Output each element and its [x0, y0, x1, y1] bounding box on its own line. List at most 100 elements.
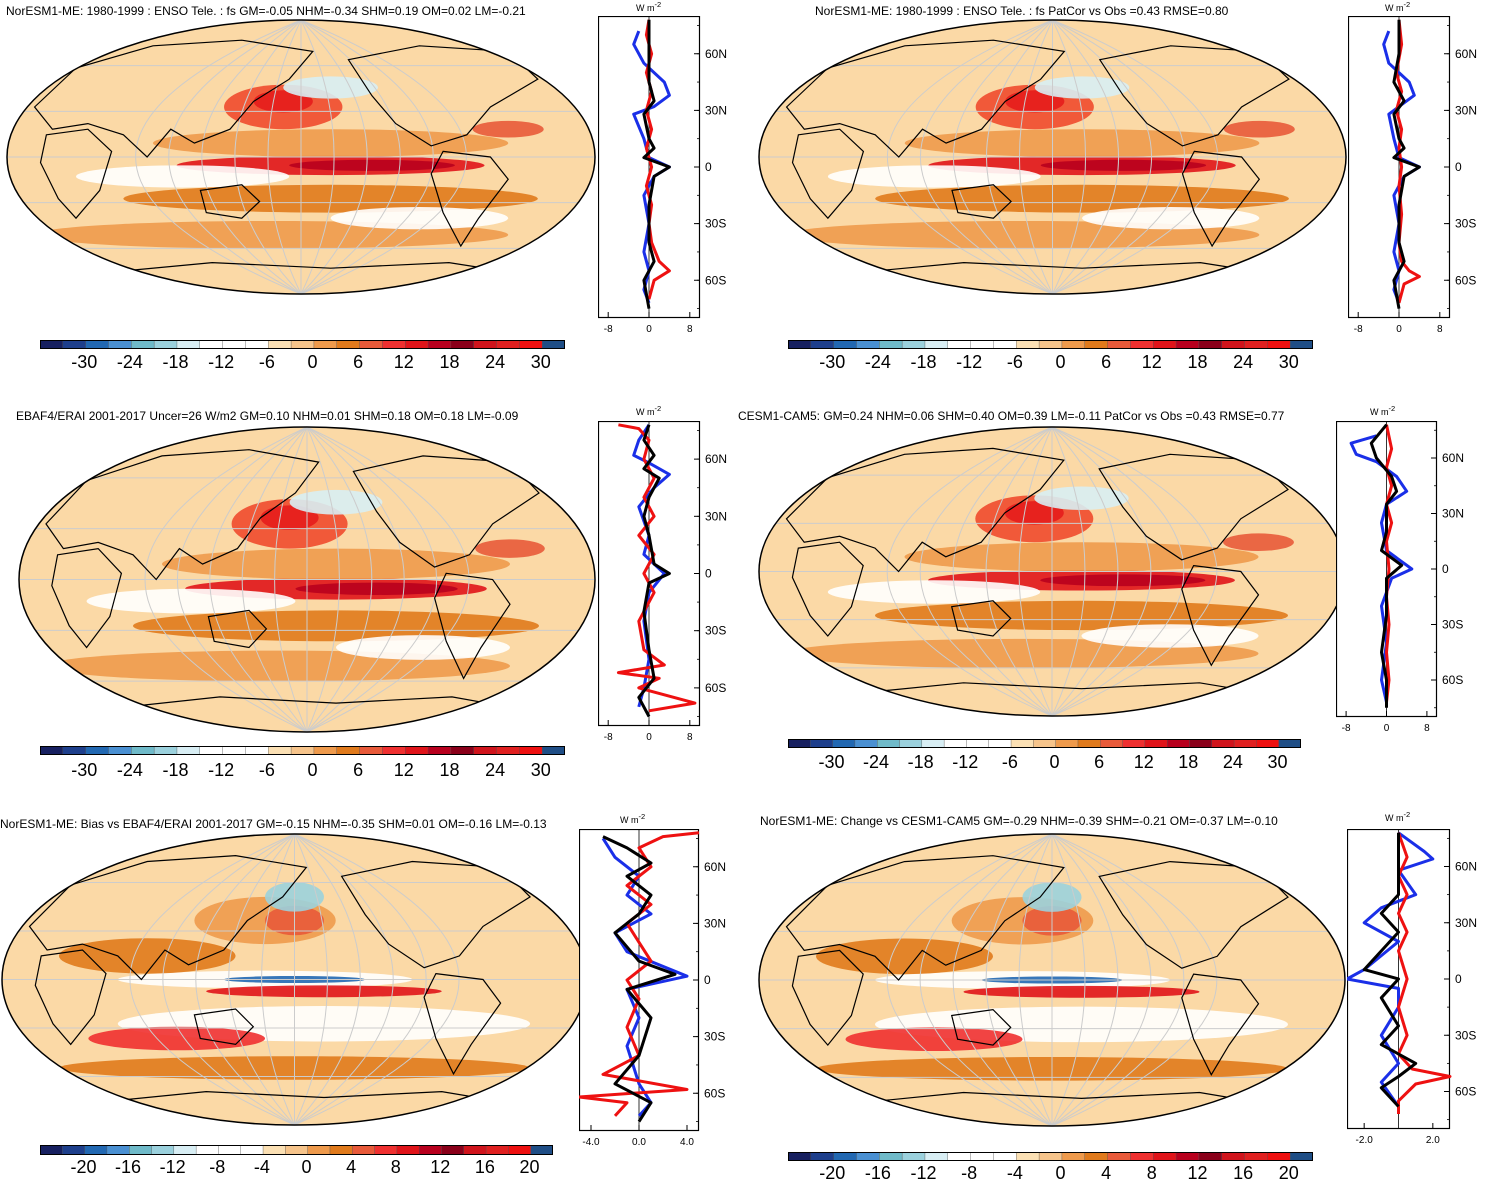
zonal-line-black [1362, 832, 1418, 1108]
colorbar-swatch [313, 340, 338, 349]
colorbar-swatch [1244, 1152, 1269, 1161]
colorbar-tick-label: 30 [1278, 352, 1299, 372]
field-region [827, 580, 1041, 604]
x-tick-label: 0 [1396, 324, 1402, 335]
x-tick-label: -4.0 [582, 1137, 600, 1148]
colorbar-swatch [485, 1145, 510, 1155]
x-tick-label: 0 [646, 324, 652, 335]
colorbar-tick-label: 24 [1233, 352, 1254, 372]
colorbar-tick-label: -16 [115, 1157, 142, 1177]
robinson-map [6, 19, 596, 295]
field-region [1034, 486, 1129, 510]
zonal-line-black [1392, 19, 1421, 309]
colorbar-swatch [131, 340, 155, 349]
lat-tick-label: 30N [1455, 916, 1477, 930]
colorbar-swatch [833, 340, 858, 349]
colorbar-swatch [450, 340, 475, 349]
colorbar-swatch [988, 739, 1012, 748]
field-region [330, 207, 509, 230]
colorbar-tick-label: 30 [530, 352, 551, 372]
colorbar-tick-label: 6 [1101, 352, 1112, 372]
colorbar-tick-label: -18 [162, 760, 189, 780]
field-region [289, 159, 455, 171]
zonal-line-red [1397, 832, 1452, 1114]
colorbar-tick-label: -6 [1001, 752, 1018, 772]
colorbar-swatch [1107, 340, 1132, 349]
colorbar-tick-label: -30 [71, 760, 98, 780]
field-region [76, 165, 290, 188]
colorbar-swatch [1100, 739, 1124, 748]
x-tick-label: 2.0 [1426, 1135, 1440, 1146]
colorbar-swatch [541, 340, 565, 349]
colorbar-swatch [519, 746, 543, 755]
lat-tick-label: 0 [704, 973, 711, 987]
colorbar-tick-label: 4 [346, 1157, 357, 1177]
lat-tick-label: 30S [1455, 1028, 1476, 1042]
lat-tick-label: 60N [1455, 860, 1477, 874]
field-region [153, 129, 509, 157]
colorbar-labels: -30 -24 -18 -12 -6 0 6 12 18 24 30 [40, 352, 565, 376]
colorbar-tick-label: -4 [1006, 1163, 1023, 1183]
lat-tick-label: 60N [1442, 451, 1464, 465]
colorbar-tick-label: 0 [1055, 352, 1066, 372]
colorbar-tick-label: 12 [393, 760, 414, 780]
colorbar-swatch [262, 1145, 287, 1155]
colorbar-swatch [427, 340, 452, 349]
colorbar-swatch [108, 746, 133, 755]
lat-tick-label: 30N [705, 509, 727, 523]
colorbar-swatch [496, 340, 521, 349]
colorbar-swatch [336, 746, 361, 755]
colorbar-swatch [427, 746, 452, 755]
lat-tick-label: 0 [1455, 972, 1462, 986]
colorbar-swatch [1077, 739, 1101, 748]
zonal-line-black [1369, 423, 1404, 708]
colorbar-swatch [106, 1145, 130, 1155]
lat-tick-label: 30S [705, 217, 726, 231]
colorbar-tick-label: 20 [519, 1157, 540, 1177]
x-tick-label: -2.0 [1356, 1135, 1374, 1146]
colorbar-swatch [218, 1145, 242, 1155]
colorbar-swatch [1175, 340, 1200, 349]
colorbar-swatch [901, 1152, 926, 1161]
colorbar-swatch [856, 1152, 881, 1161]
colorbar-swatch [359, 340, 384, 349]
colorbar-swatch [1198, 340, 1223, 349]
colorbar-tick-label: 16 [474, 1157, 495, 1177]
colorbar-swatch [519, 340, 543, 349]
colorbar-swatch [970, 1152, 995, 1161]
colorbar-swatch [1010, 739, 1035, 748]
lat-tick-label: 30S [704, 1030, 725, 1044]
lat-tick-label: 30N [705, 103, 727, 117]
colorbar-tick-label: 0 [307, 760, 318, 780]
colorbar-swatch [290, 340, 315, 349]
colorbar-swatch [418, 1145, 443, 1155]
colorbar-swatch [1016, 1152, 1040, 1161]
colorbar-swatch [1244, 340, 1269, 349]
colorbar-tick-label: -18 [162, 352, 189, 372]
colorbar-swatch [854, 739, 878, 748]
colorbar-tick-label: -24 [116, 352, 143, 372]
field-region [86, 588, 296, 614]
colorbar-swatch [268, 340, 292, 349]
lat-tick-label: 30S [1442, 618, 1463, 632]
x-tick-label: 8 [687, 324, 693, 335]
colorbar-tick-label: 4 [1101, 1163, 1112, 1183]
colorbar-swatch [1289, 1152, 1313, 1161]
field-region [1034, 76, 1130, 99]
colorbar-tick-label: 24 [485, 352, 506, 372]
colorbar-swatch [1289, 340, 1313, 349]
lat-tick-label: 30N [1442, 507, 1464, 521]
colorbar-swatch [810, 739, 834, 748]
colorbar-labels: -30 -24 -18 -12 -6 0 6 12 18 24 30 [788, 352, 1313, 376]
colorbar-tick-label: 20 [1278, 1163, 1299, 1183]
x-tick-label: 8 [1424, 723, 1430, 734]
field-region [88, 1026, 266, 1051]
colorbar-swatch [856, 340, 881, 349]
colorbar-swatch [450, 746, 475, 755]
colorbar-swatch [40, 1145, 64, 1155]
colorbar-swatch [1166, 739, 1191, 748]
lat-tick-label: 30S [705, 624, 726, 638]
lat-tick-label: 60N [705, 452, 727, 466]
colorbar-swatch [62, 1145, 86, 1155]
field-region [253, 90, 313, 113]
